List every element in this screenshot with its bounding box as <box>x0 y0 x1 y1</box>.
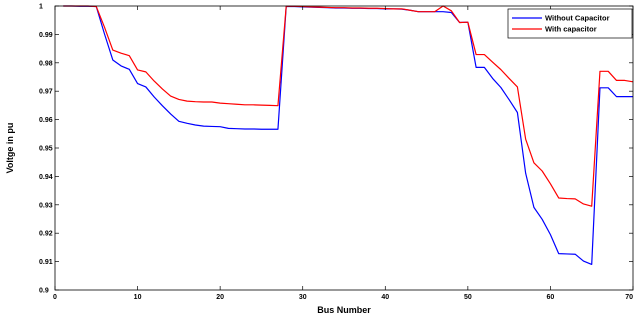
x-tick-label: 0 <box>53 294 57 301</box>
y-tick-label: 0.94 <box>39 174 53 181</box>
x-tick-label: 10 <box>134 294 142 301</box>
y-tick-label: 0.9 <box>39 288 49 295</box>
y-tick-label: 0.97 <box>39 89 53 96</box>
series-layer <box>63 5 634 266</box>
y-axis-label: Voltge in pu <box>5 123 15 174</box>
plot-background <box>55 6 633 290</box>
y-tick-label: 0.98 <box>39 60 53 67</box>
y-tick-label: 0.96 <box>39 117 53 124</box>
y-tick-label: 0.92 <box>39 231 53 238</box>
ticks-layer: 0 10 20 30 40 50 60 70 0.9 0.91 0.92 0.93 0.94 0.95 0.… <box>39 4 634 301</box>
y-tick-label: 1 <box>39 4 43 11</box>
x-tick-label: 60 <box>547 294 555 301</box>
legend-box <box>507 8 633 39</box>
legend-entry-1: Without Capacitor <box>545 14 610 23</box>
legend-entry-2: With capacitor <box>545 25 597 34</box>
x-tick-label: 20 <box>216 294 224 301</box>
x-tick-label: 70 <box>625 294 633 301</box>
y-tick-label: 0.95 <box>39 146 53 153</box>
y-tick-label: 0.99 <box>39 32 53 39</box>
plot-area <box>55 6 633 290</box>
x-tick-label: 50 <box>464 294 472 301</box>
x-axis-label: Bus Number <box>317 305 371 315</box>
x-tick-label: 30 <box>299 294 307 301</box>
series-line-2 <box>63 5 634 207</box>
y-tick-label: 0.93 <box>39 202 53 209</box>
x-tick-label: 40 <box>381 294 389 301</box>
y-tick-label: 0.91 <box>39 259 53 266</box>
legend: Without Capacitor With capacitor <box>507 8 633 39</box>
